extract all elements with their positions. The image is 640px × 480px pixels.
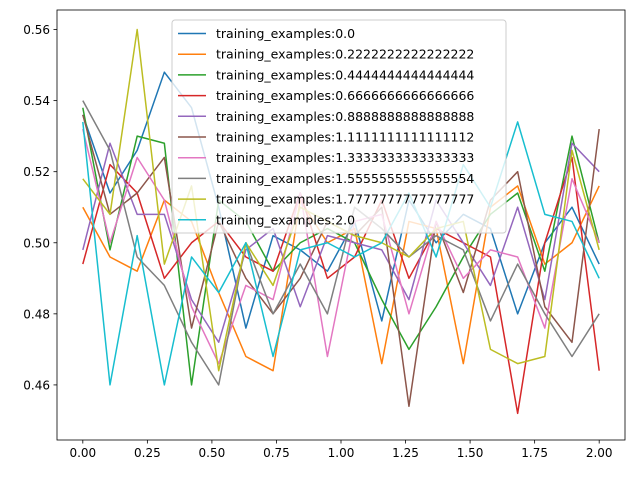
series-line-6 bbox=[82, 128, 600, 365]
series-line-4 bbox=[82, 142, 600, 344]
legend-entry: training_examples:1.5555555555555554 bbox=[216, 171, 474, 186]
legend-entry: training_examples:0.2222222222222222 bbox=[216, 47, 474, 62]
legend-entry: training_examples:0.4444444444444444 bbox=[216, 67, 474, 82]
legend-entry: training_examples:0.0 bbox=[216, 26, 355, 41]
x-tick-label: 1.50 bbox=[457, 446, 484, 460]
series-line-3 bbox=[82, 156, 600, 415]
y-tick-label: 0.48 bbox=[23, 307, 50, 321]
y-tick-label: 0.50 bbox=[23, 236, 50, 250]
y-tick-label: 0.46 bbox=[23, 378, 50, 392]
x-tick-label: 0.25 bbox=[134, 446, 161, 460]
legend-entry: training_examples:2.0 bbox=[216, 212, 355, 227]
legend-entry: training_examples:0.8888888888888888 bbox=[216, 109, 474, 124]
y-tick-label: 0.54 bbox=[23, 94, 50, 108]
x-tick-label: 0.00 bbox=[69, 446, 96, 460]
y-tick-label: 0.56 bbox=[23, 23, 50, 37]
series-line-7 bbox=[82, 100, 600, 386]
series-line-9 bbox=[82, 121, 600, 386]
x-tick-label: 2.00 bbox=[586, 446, 613, 460]
x-tick-label: 0.50 bbox=[199, 446, 226, 460]
y-axis-ticks: 0.46 0.48 0.50 0.52 0.54 0.56 bbox=[23, 23, 57, 392]
y-tick-label: 0.52 bbox=[23, 165, 50, 179]
legend-entry: training_examples:1.1111111111111112 bbox=[216, 130, 474, 145]
legend: training_examples:0.0 training_examples:0… bbox=[171, 19, 507, 234]
x-tick-label: 1.00 bbox=[328, 446, 355, 460]
legend-entry: training_examples:0.6666666666666666 bbox=[216, 88, 474, 103]
x-tick-label: 0.75 bbox=[263, 446, 290, 460]
legend-entry: training_examples:1.7777777777777777 bbox=[216, 192, 474, 207]
series-line-0 bbox=[82, 71, 600, 329]
x-tick-label: 1.25 bbox=[392, 446, 419, 460]
x-tick-label: 1.75 bbox=[521, 446, 548, 460]
x-axis-ticks: 0.00 0.25 0.50 0.75 1.00 1.25 1.50 1.75 2.00 bbox=[69, 440, 613, 460]
legend-box bbox=[171, 19, 507, 234]
legend-entry: training_examples:1.3333333333333333 bbox=[216, 150, 474, 165]
